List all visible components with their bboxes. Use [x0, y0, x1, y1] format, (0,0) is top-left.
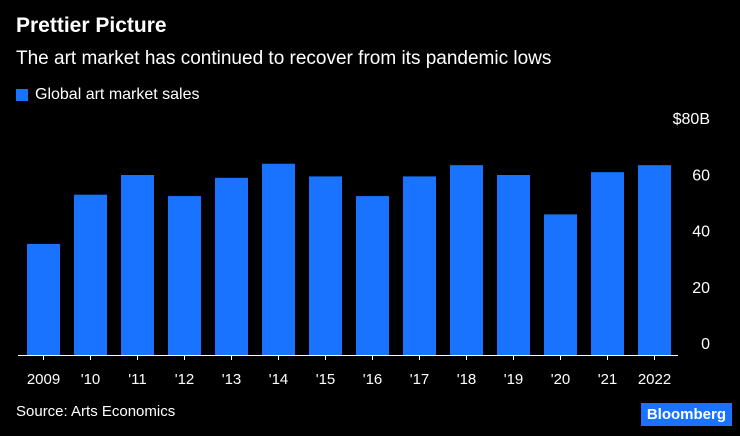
- y-tick-label-1: 20: [692, 280, 710, 297]
- y-tick-label-2: 40: [692, 224, 710, 241]
- bar-2: [121, 175, 154, 355]
- x-tick-label-5: '14: [269, 371, 289, 388]
- bar-7: [356, 196, 389, 355]
- bar-1: [74, 194, 107, 355]
- y-tick-label-0: 0: [701, 336, 710, 353]
- bloomberg-logo: Bloomberg: [640, 403, 732, 426]
- bar-4: [215, 177, 248, 355]
- legend-swatch: [16, 89, 28, 101]
- chart-title: Prettier Picture: [16, 14, 167, 37]
- legend: Global art market sales: [16, 86, 200, 104]
- bar-11: [544, 214, 577, 355]
- x-tick-label-12: '21: [598, 371, 618, 388]
- y-tick-label-3: 60: [692, 167, 710, 184]
- x-tick-label-0: 2009: [27, 371, 60, 388]
- x-tick-label-2: '11: [128, 371, 146, 388]
- bar-5: [262, 163, 295, 355]
- bar-13: [638, 165, 671, 355]
- x-tick-label-9: '18: [457, 371, 477, 388]
- bar-9: [450, 165, 483, 355]
- bar-3: [168, 196, 201, 355]
- x-tick-label-1: '10: [81, 371, 101, 388]
- bar-6: [309, 176, 342, 355]
- legend-label: Global art market sales: [35, 86, 200, 103]
- bar-10: [497, 175, 530, 355]
- x-tick-label-8: '17: [410, 371, 430, 388]
- x-tick-label-3: '12: [175, 371, 195, 388]
- bar-12: [591, 172, 624, 355]
- bar-0: [27, 243, 60, 355]
- x-tick-label-11: '20: [551, 371, 571, 388]
- y-tick-label-4: $80B: [673, 111, 710, 128]
- bar-8: [403, 176, 436, 355]
- x-tick-label-7: '16: [363, 371, 383, 388]
- chart-subtitle: The art market has continued to recover …: [16, 48, 552, 69]
- source-note: Source: Arts Economics: [16, 403, 176, 420]
- x-tick-label-10: '19: [504, 371, 524, 388]
- x-tick-label-13: 2022: [638, 371, 671, 388]
- x-tick-label-6: '15: [316, 371, 336, 388]
- x-tick-label-4: '13: [222, 371, 242, 388]
